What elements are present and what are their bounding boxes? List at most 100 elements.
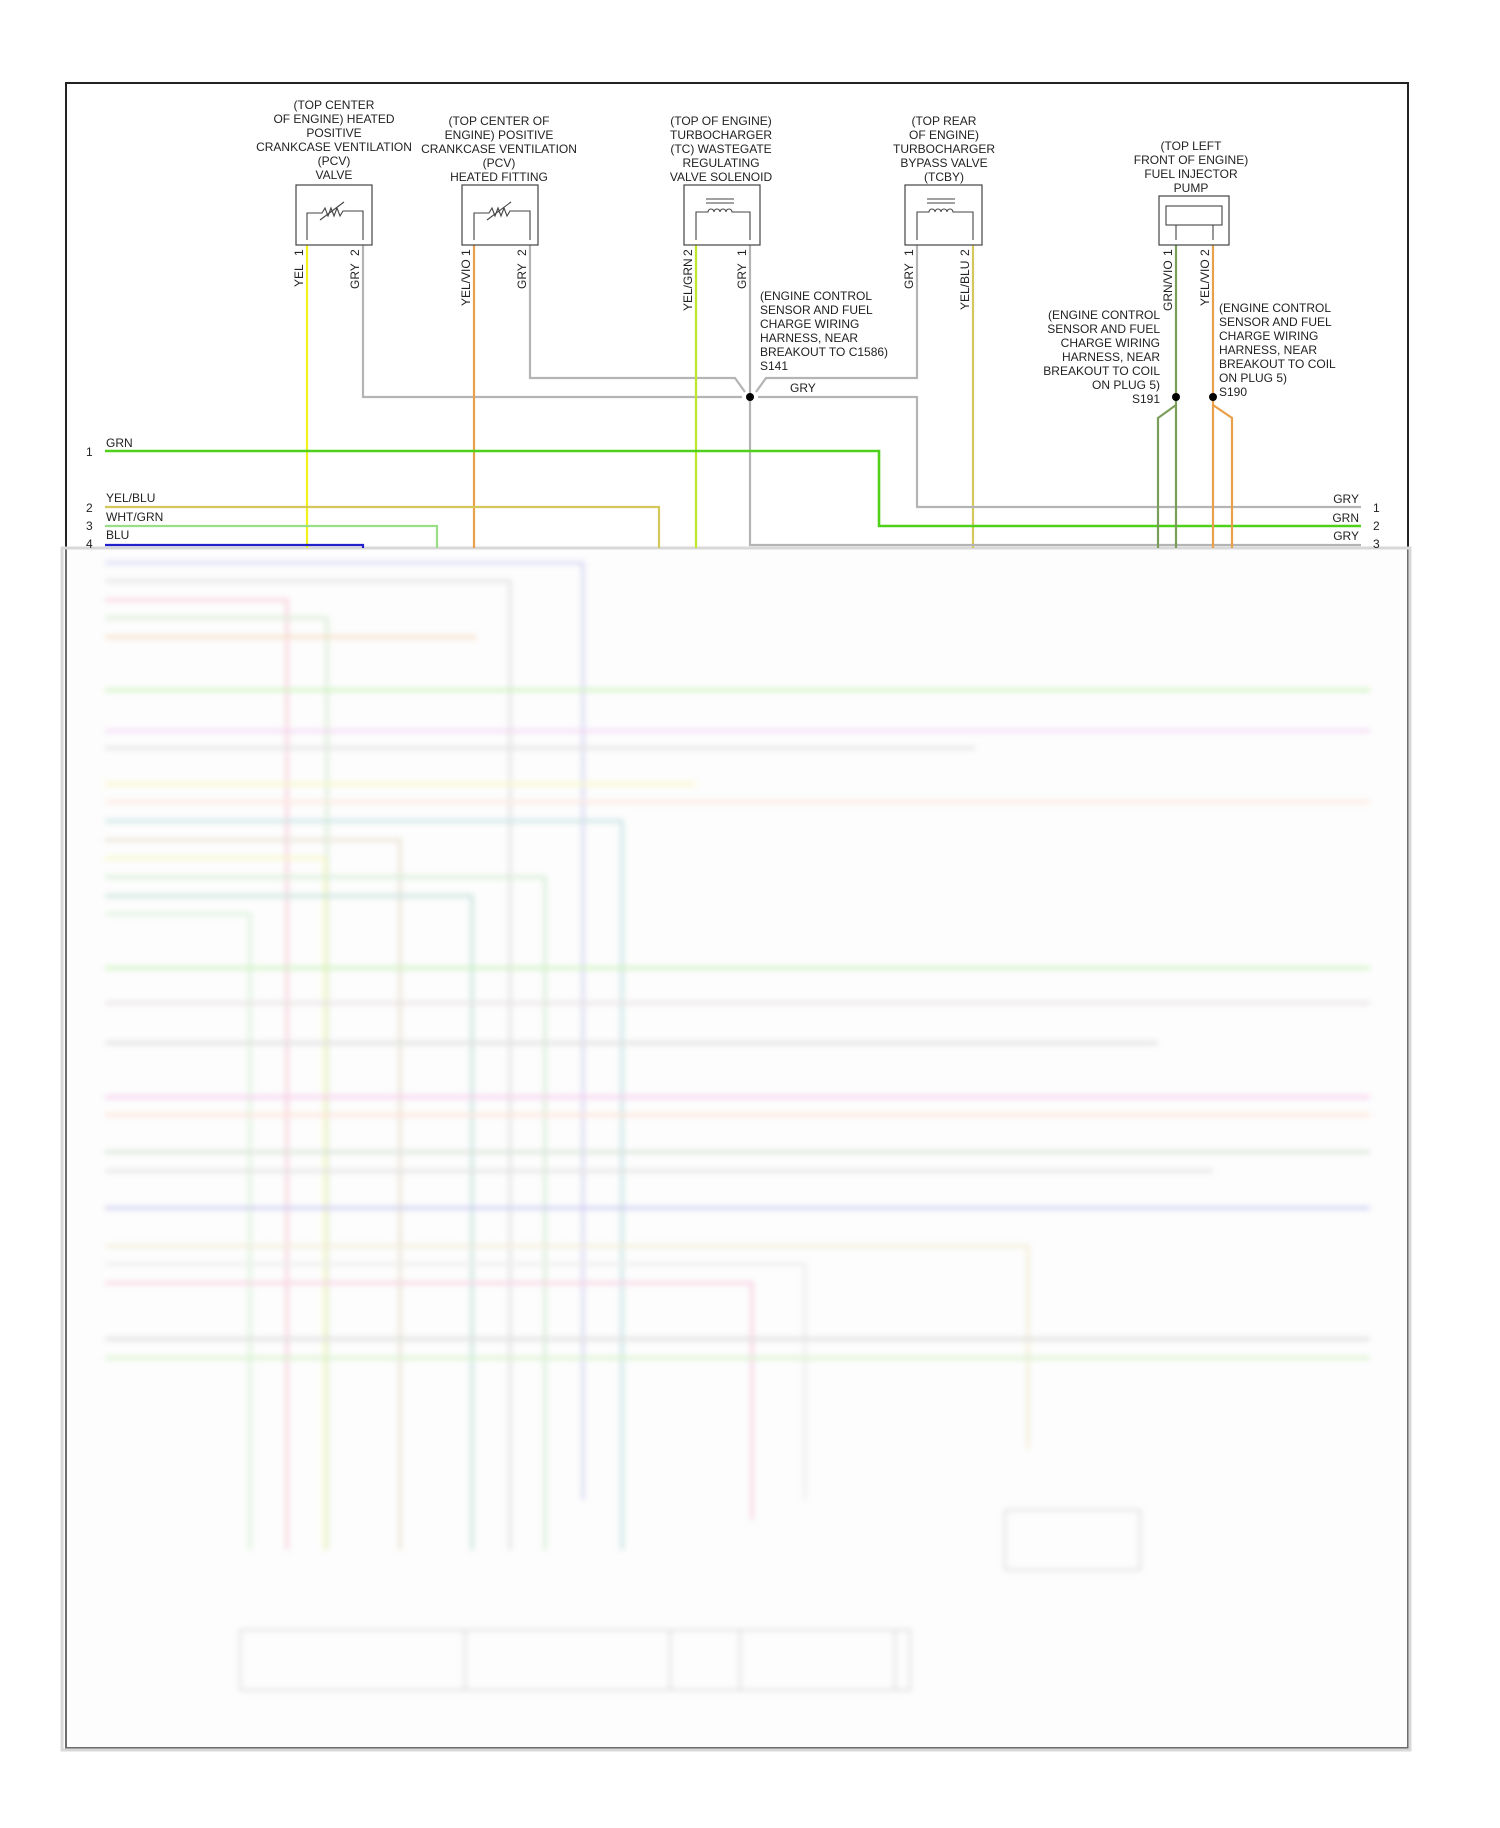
wire-yel-vio-branch [1212,404,1234,548]
splice-s190 [1209,393,1217,401]
splice-label: CHARGE WIRING [1061,336,1160,350]
splice-label: CHARGE WIRING [760,317,859,331]
blurred-wire [105,894,474,1550]
left-connector: 1 GRN 2 YEL/BLU 3 WHT/GRN 4 BLU [86,436,163,551]
splice-s141 [746,393,754,401]
pin-wire-color: YEL/GRN [681,258,695,311]
component-label: FUEL INJECTOR [1144,167,1238,181]
splice-label: S190 [1219,385,1247,399]
blurred-wire [105,1244,1030,1450]
wire-gry-c2 [528,245,746,393]
blurred-wire [105,616,329,1550]
pump-element-icon [1165,205,1223,226]
component-label: (TOP OF ENGINE) [670,114,772,128]
splice-label: HARNESS, NEAR [1219,343,1317,357]
pin-number: 1 [1373,501,1380,515]
component-label: (TOP LEFT [1161,139,1223,153]
blurred-wire [105,856,327,1550]
wires [105,245,1361,548]
pin-wire-color: GRY [348,263,362,289]
wire-label: GRN [1332,511,1359,525]
splice-label: BREAKOUT TO COIL [1219,357,1336,371]
component-label: REGULATING [682,156,759,170]
component-label: (TOP CENTER OF [449,114,550,128]
wire-wht-grn-3 [105,524,439,548]
wire-label: BLU [106,528,129,542]
pin-wire-color: GRY [515,263,529,289]
pin-number: 1 [86,445,93,459]
blurred-connector [1004,1509,1141,1571]
wire-grn-vio-branch [1156,404,1177,548]
blurred-wire [105,819,624,1550]
splice-label: S191 [1132,392,1160,406]
wire-label: GRY [1333,492,1359,506]
component-label: TURBOCHARGER [670,128,772,142]
pin-number: 1 [735,249,749,256]
wire-blu-4 [105,543,365,548]
blurred-wire [105,1281,754,1520]
component-label: CRANKCASE VENTILATION [256,140,412,154]
wire-label: GRY [790,381,816,395]
blurred-connector [464,1629,896,1691]
blurred-wire [105,579,512,1550]
splice-label: (ENGINE CONTROL [1219,301,1331,315]
splice-label: SENSOR AND FUEL [1047,322,1160,336]
component-label: VALVE [316,168,353,182]
blurred-lower-diagram [105,561,1370,1691]
splice-s191-label: (ENGINE CONTROL SENSOR AND FUEL CHARGE W… [1043,308,1160,406]
splice-label: BREAKOUT TO C1586) [760,345,888,359]
component-label: OF ENGINE) [909,128,979,142]
pin-wire-color: YEL [292,264,306,287]
blurred-connector [739,1629,911,1691]
heater-resistor-icon [473,201,531,240]
component-pcv-heated-fitting: (TOP CENTER OF ENGINE) POSITIVE CRANKCAS… [421,114,577,246]
pin-number: 2 [958,249,972,256]
pin-wire-color: GRY [735,263,749,289]
component-label: OF ENGINE) HEATED [273,112,394,126]
component-label: (TOP CENTER [294,98,375,112]
pin-number: 1 [902,249,916,256]
wire-gry-c1 [361,245,742,399]
wire-label: GRN [106,436,133,450]
splice-label: (ENGINE CONTROL [1048,308,1160,322]
blurred-wire [105,1262,807,1500]
component-wastegate-solenoid: (TOP OF ENGINE) TURBOCHARGER (TC) WASTEG… [670,114,772,246]
right-connector: GRY 1 GRN 2 GRY 3 [1332,492,1380,551]
splice-s191 [1172,393,1180,401]
pin-number: 2 [681,249,695,256]
pin-number: 2 [515,249,529,256]
blurred-wire [105,561,585,1500]
component-pcv-valve: (TOP CENTER OF ENGINE) HEATED POSITIVE C… [256,98,412,246]
component-label: TURBOCHARGER [893,142,995,156]
component-label: PUMP [1174,181,1209,195]
component-label: ENGINE) POSITIVE [445,128,554,142]
wire-grn-1 [105,449,1361,528]
heater-resistor-icon [306,201,364,240]
splice-label: BREAKOUT TO COIL [1043,364,1160,378]
splice-s141-label: (ENGINE CONTROL SENSOR AND FUEL CHARGE W… [760,289,888,395]
pin-number: 2 [1198,249,1212,256]
blurred-wire [105,875,547,1550]
component-label: (PCV) [483,156,516,170]
wire-gry-c4 [755,245,919,393]
pin-number: 1 [292,249,306,256]
component-fuel-injector-pump: (TOP LEFT FRONT OF ENGINE) FUEL INJECTOR… [1134,139,1248,246]
pin-number: 3 [86,519,93,533]
pin-number: 3 [1373,537,1380,551]
pin-number: 1 [1161,249,1175,256]
blurred-wire [105,838,402,1550]
splice-label: (ENGINE CONTROL [760,289,872,303]
pin-labels: 1 YEL 2 GRY 1 YEL/VIO 2 GRY 2 YEL/GRN 1 … [292,249,1212,311]
wire-label: GRY [1333,529,1359,543]
pin-number: 2 [1373,519,1380,533]
component-label: (TCBY) [924,170,964,184]
splice-label: S141 [760,359,788,373]
pin-wire-color: YEL/BLU [958,261,972,310]
solenoid-coil-icon [916,198,974,240]
wire-label: YEL/BLU [106,491,155,505]
splice-s190-label: (ENGINE CONTROL SENSOR AND FUEL CHARGE W… [1219,301,1336,399]
component-label: (TC) WASTEGATE [670,142,771,156]
blurred-wire [105,635,476,640]
blurred-wire [105,598,289,1550]
